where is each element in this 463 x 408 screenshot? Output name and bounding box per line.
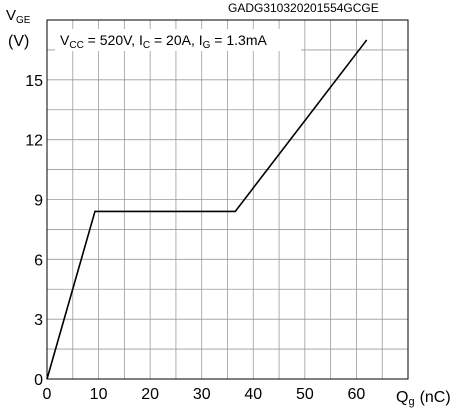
svg-text:Qg(nC): Qg (nC) bbox=[396, 389, 451, 408]
ig-main: I bbox=[199, 32, 203, 48]
ig-sub: G bbox=[203, 40, 211, 51]
y-tick-label: 9 bbox=[34, 193, 43, 210]
svg-text:VGE: VGE bbox=[6, 7, 31, 26]
x-label-main: Q bbox=[396, 389, 408, 406]
condition-annotation: VCC = 520V, IC = 20A, IG = 1.3mA bbox=[55, 29, 301, 51]
x-tick-label: 0 bbox=[43, 386, 52, 403]
y-tick-label: 15 bbox=[25, 73, 43, 90]
x-axis-label: Qg (nC) bbox=[396, 389, 451, 408]
y-axis-label: VGE (V) bbox=[6, 7, 31, 50]
y-label-sub: GE bbox=[16, 15, 31, 26]
svg-text:VCC = 520V, IC = 20A, IG = 1.3: VCC = 520V, IC = 20A, IG = 1.3mA bbox=[60, 32, 267, 51]
plot-frame bbox=[46, 19, 409, 380]
y-tick-label: 0 bbox=[34, 372, 43, 389]
ic-value: = 20A, bbox=[150, 32, 199, 48]
y-label-unit: (V) bbox=[8, 33, 29, 50]
ig-value: = 1.3mA bbox=[210, 32, 267, 48]
ic-main: I bbox=[139, 32, 143, 48]
y-tick-label: 3 bbox=[34, 312, 43, 329]
y-tick-label: 12 bbox=[25, 133, 43, 150]
x-label-sub: g bbox=[408, 396, 414, 408]
grid bbox=[47, 20, 408, 379]
x-tick-labels: 0 10 20 30 40 50 60 bbox=[43, 386, 366, 403]
y-tick-label: 6 bbox=[34, 252, 43, 269]
y-label-main: V bbox=[6, 7, 16, 24]
x-tick-label: 10 bbox=[90, 386, 108, 403]
vcc-sub: CC bbox=[69, 40, 83, 51]
ic-sub: C bbox=[143, 40, 150, 51]
series-line bbox=[46, 39, 368, 380]
x-tick-label: 60 bbox=[348, 386, 366, 403]
vcc-main: V bbox=[60, 32, 70, 48]
x-label-unit: (nC) bbox=[420, 389, 451, 406]
x-tick-label: 50 bbox=[296, 386, 314, 403]
y-tick-labels: 0 3 6 9 12 15 bbox=[25, 73, 43, 389]
x-tick-label: 30 bbox=[193, 386, 211, 403]
x-tick-label: 40 bbox=[244, 386, 262, 403]
figure-id: GADG310320201554GCGE bbox=[228, 1, 379, 15]
vcc-value: = 520V, bbox=[84, 32, 139, 48]
x-tick-label: 20 bbox=[141, 386, 159, 403]
